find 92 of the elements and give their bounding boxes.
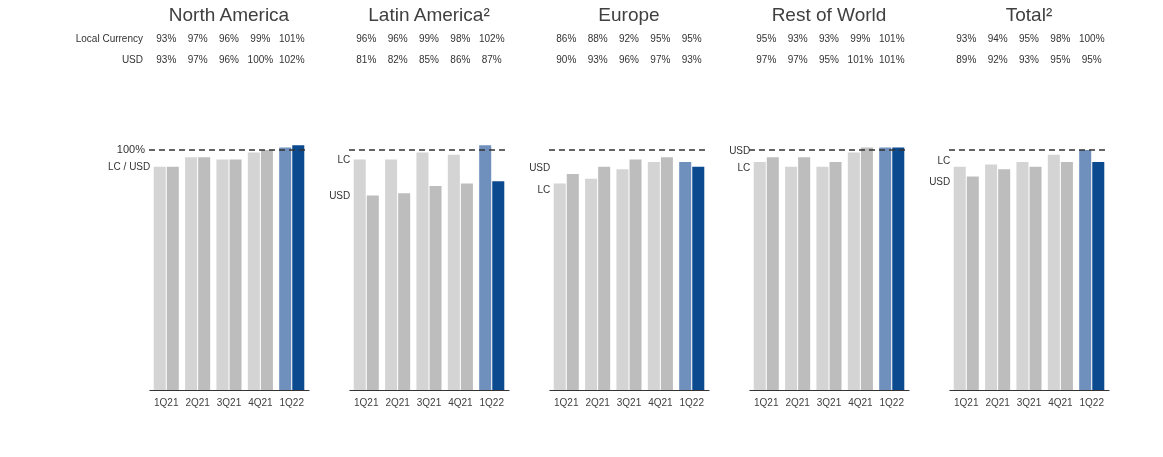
data-label: 95%: [1018, 33, 1040, 44]
data-label: 89%: [956, 54, 977, 65]
data-label: 99%: [418, 33, 440, 44]
data-label: 93%: [681, 54, 702, 65]
data-label: 101%: [878, 33, 905, 44]
chart-title: Europe: [598, 4, 660, 25]
data-label: 98%: [450, 33, 471, 44]
data-label: 97%: [756, 54, 777, 65]
data-label: 93%: [818, 33, 840, 44]
x-tick-label: 4Q21: [1048, 396, 1074, 408]
x-tick-label: 4Q21: [248, 396, 274, 408]
ref-line-label: 100%: [116, 143, 146, 155]
annotation: USD: [729, 145, 751, 157]
data-label: 88%: [587, 33, 608, 44]
annotation: LC: [937, 154, 951, 166]
data-label: 95%: [756, 33, 777, 44]
data-label: 101%: [278, 33, 305, 44]
data-label: 90%: [556, 54, 577, 65]
data-label: 96%: [218, 33, 240, 44]
data-label: 85%: [418, 54, 440, 65]
data-label: 94%: [987, 33, 1008, 44]
x-tick-label: 1Q22: [879, 396, 905, 408]
data-label: 97%: [187, 33, 208, 44]
x-tick-label: 3Q21: [616, 396, 642, 408]
data-label: 97%: [787, 54, 808, 65]
data-label: 96%: [618, 54, 640, 65]
annotation: LC: [537, 183, 551, 195]
x-tick-label: 1Q22: [1079, 396, 1105, 408]
data-label: 93%: [587, 54, 608, 65]
x-tick-label: 4Q21: [648, 396, 674, 408]
data-label: 100%: [1078, 33, 1105, 44]
x-tick-label: 4Q21: [848, 396, 874, 408]
data-label: 93%: [1018, 54, 1040, 65]
x-tick-label: 2Q21: [985, 396, 1011, 408]
annotation: USD: [529, 162, 551, 173]
data-label: 96%: [387, 33, 408, 44]
annotation: USD: [329, 189, 351, 201]
x-tick-label: 1Q21: [954, 396, 979, 408]
data-label: 93%: [787, 33, 808, 44]
x-tick-label: 2Q21: [585, 396, 611, 408]
data-label: 96%: [356, 33, 377, 44]
data-label: 82%: [387, 54, 408, 65]
data-label: 95%: [650, 33, 671, 44]
x-tick-label: 2Q21: [185, 396, 211, 408]
annotation: LC: [737, 162, 751, 173]
data-label: 93%: [156, 54, 177, 65]
x-tick-label: 1Q21: [554, 396, 579, 408]
data-label: 97%: [187, 54, 208, 65]
data-label: 95%: [681, 33, 702, 44]
data-label: 93%: [156, 33, 177, 44]
x-tick-label: 1Q22: [479, 396, 505, 408]
annotation: LC / USD: [108, 160, 151, 172]
data-label: 95%: [1081, 54, 1102, 65]
x-tick-label: 2Q21: [385, 396, 411, 408]
x-tick-label: 4Q21: [448, 396, 474, 408]
x-tick-label: 1Q21: [754, 396, 779, 408]
data-label: 96%: [218, 54, 240, 65]
data-label: 100%: [247, 54, 274, 65]
chart-title: North America: [168, 4, 290, 25]
chart-title: Rest of World: [771, 4, 887, 25]
data-label: 97%: [650, 54, 671, 65]
data-label: 87%: [481, 54, 502, 65]
data-label: 99%: [250, 33, 271, 44]
x-tick-label: 1Q21: [154, 396, 179, 408]
x-tick-label: 3Q21: [816, 396, 842, 408]
data-label: 98%: [1050, 33, 1071, 44]
data-label: 99%: [850, 33, 871, 44]
x-tick-label: 2Q21: [785, 396, 811, 408]
data-label: 101%: [847, 54, 874, 65]
x-tick-label: 3Q21: [416, 396, 442, 408]
data-label: 92%: [987, 54, 1008, 65]
x-tick-label: 3Q21: [216, 396, 242, 408]
x-tick-label: 1Q21: [354, 396, 379, 408]
text: USD: [121, 54, 143, 65]
chart-title: Latin America²: [368, 4, 490, 25]
data-label: 86%: [450, 54, 471, 65]
x-tick-label: 1Q22: [279, 396, 305, 408]
data-label: 92%: [618, 33, 640, 44]
data-label: 95%: [1050, 54, 1071, 65]
data-label: 101%: [878, 54, 905, 65]
annotation: LC: [337, 153, 351, 165]
data-label: 86%: [556, 33, 577, 44]
text: Local Currency: [75, 33, 143, 44]
data-label: 102%: [278, 54, 305, 65]
data-label: 95%: [818, 54, 840, 65]
x-tick-label: 1Q22: [679, 396, 705, 408]
data-label: 81%: [356, 54, 377, 65]
chart-title: Total²: [1005, 4, 1053, 25]
x-tick-label: 3Q21: [1016, 396, 1042, 408]
data-label: 93%: [956, 33, 977, 44]
annotation: USD: [929, 176, 951, 188]
data-label: 102%: [478, 33, 505, 44]
